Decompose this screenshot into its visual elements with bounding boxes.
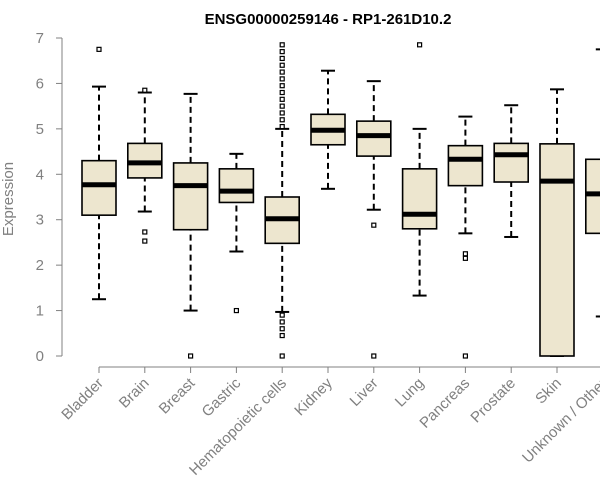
y-tick-label: 1 — [36, 303, 44, 320]
y-axis-label: Expression — [0, 162, 17, 236]
outlier-point — [462, 255, 468, 261]
y-axis: 0 1 2 3 4 5 6 7 — [36, 30, 63, 365]
outlier-point — [142, 87, 148, 93]
outlier-point — [279, 69, 285, 75]
outlier-point — [462, 353, 468, 359]
box-gastric — [218, 152, 255, 314]
outlier-point — [142, 229, 148, 235]
outlier-point — [279, 83, 285, 89]
outlier-point — [279, 42, 285, 48]
box-lung — [401, 42, 438, 297]
x-tick-label: Breast — [156, 374, 199, 417]
x-tick-label: Pancreas — [416, 375, 473, 432]
outlier-point — [462, 251, 468, 257]
outlier-point — [279, 332, 285, 339]
box-skin — [539, 88, 575, 357]
box-iqr — [355, 120, 392, 157]
y-tick-label: 2 — [36, 257, 44, 274]
box-iqr — [81, 159, 117, 216]
box-pancreas — [447, 115, 484, 359]
box-iqr — [447, 144, 484, 187]
outlier-point — [188, 353, 194, 359]
x-tick-label: Lung — [392, 375, 428, 411]
box-iqr — [539, 143, 575, 357]
y-tick-label: 0 — [36, 348, 44, 365]
y-tick-label: 5 — [36, 121, 44, 138]
x-tick-label: Gastric — [199, 374, 245, 420]
box-hematopoietic-cells — [264, 42, 301, 359]
outlier-point — [279, 110, 285, 116]
x-tick-label: Prostate — [467, 375, 519, 427]
outlier-point — [279, 62, 285, 68]
outlier-point — [279, 103, 285, 109]
x-tick-label: Skin — [532, 375, 565, 408]
box-kidney — [310, 69, 346, 190]
box-iqr — [172, 162, 209, 231]
box-breast — [172, 92, 209, 359]
outlier-point — [279, 96, 285, 102]
boxes-layer — [81, 42, 600, 359]
box-liver — [355, 80, 392, 359]
box-iqr — [218, 168, 255, 204]
outlier-point — [142, 238, 148, 244]
x-tick-label: Bladder — [58, 375, 107, 424]
y-tick-label: 4 — [36, 166, 44, 183]
outlier-point — [279, 353, 285, 359]
x-tick-label: Liver — [347, 375, 382, 410]
x-tick-label: Kidney — [291, 374, 336, 419]
y-tick-label: 3 — [36, 212, 44, 229]
box-iqr — [401, 168, 438, 230]
outlier-point — [279, 123, 285, 130]
box-brain — [127, 87, 163, 244]
outlier-point — [279, 312, 285, 318]
outlier-point — [371, 353, 377, 359]
chart-title: ENSG00000259146 - RP1-261D10.2 — [205, 11, 452, 28]
outlier-point — [279, 49, 285, 55]
box-bladder — [81, 46, 117, 301]
outlier-point — [279, 319, 285, 325]
outlier-point — [279, 117, 285, 123]
outlier-point — [279, 326, 285, 332]
outlier-point — [371, 222, 377, 228]
outlier-point — [96, 46, 102, 52]
y-tick-label: 6 — [36, 75, 44, 92]
outlier-point — [279, 55, 285, 62]
outlier-point — [279, 76, 285, 82]
outlier-point — [233, 307, 239, 314]
y-tick-label: 7 — [36, 30, 44, 47]
outlier-point — [279, 89, 285, 96]
box-unknown-other — [584, 48, 600, 318]
box-iqr — [493, 142, 530, 183]
x-tick-label: Brain — [116, 375, 153, 412]
outlier-point — [417, 42, 423, 48]
box-prostate — [493, 104, 530, 238]
